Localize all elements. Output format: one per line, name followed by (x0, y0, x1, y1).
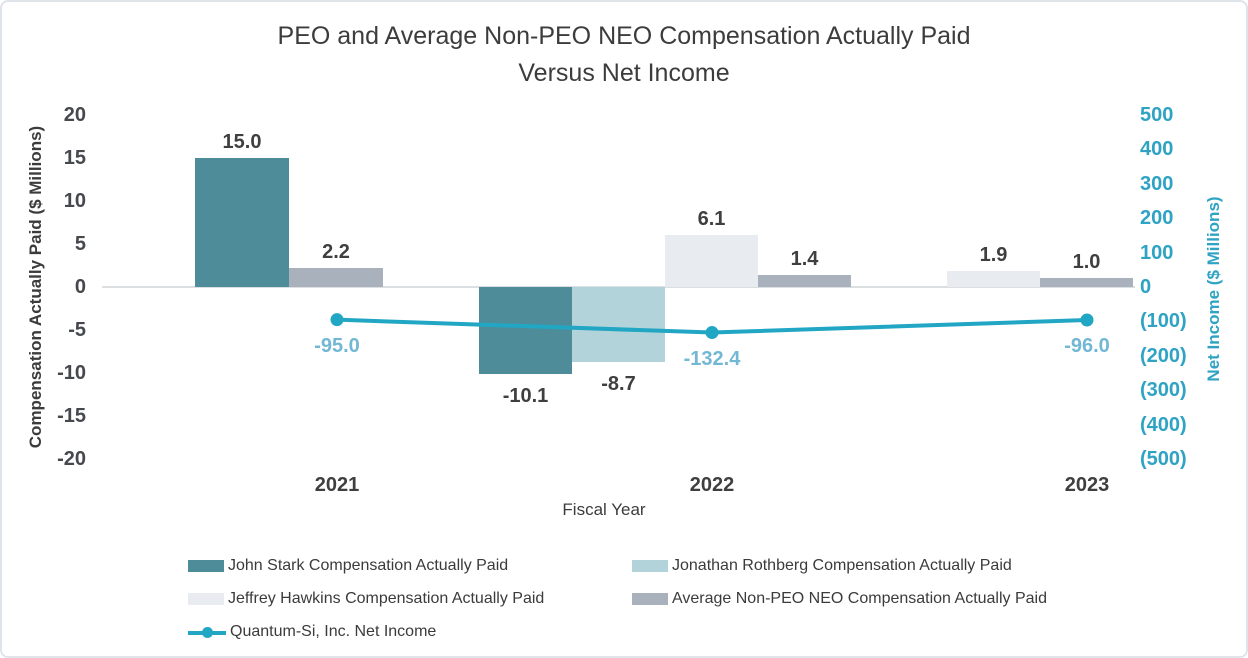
legend-label: Jeffrey Hawkins Compensation Actually Pa… (228, 590, 545, 607)
bar-value-label: 6.1 (697, 207, 726, 230)
x-tick-2022: 2022 (689, 474, 735, 496)
bar-average-non-peo-neo-compensation-actually-paid-2021 (289, 268, 383, 287)
bar-value-label: -8.7 (601, 372, 636, 395)
left-axis-tick: -10 (57, 362, 86, 384)
right-axis-tick: 100 (1140, 241, 1174, 264)
bar-jeffrey-hawkins-compensation-actually-paid-2022 (665, 234, 758, 287)
bar-value-label: 2.2 (322, 241, 350, 264)
left-axis-tick: 20 (63, 104, 86, 126)
left-axis-tick: 15 (63, 147, 86, 169)
legend-item-quantum-si-inc-net-income: Quantum-Si, Inc. Net Income (188, 622, 436, 642)
bar-value-label: 1.4 (790, 247, 819, 270)
left-axis-tick: 10 (63, 190, 86, 212)
right-axis-tick: 0 (1140, 276, 1152, 298)
legend-item-john-stark-compensation-actually-paid: John Stark Compensation Actually Paid (188, 556, 508, 576)
net-income-marker (330, 313, 344, 327)
chart-title-line2: Versus Net Income (518, 59, 730, 87)
legend-swatch-icon (632, 593, 668, 605)
right-axis-tick: (300) (1140, 379, 1187, 402)
left-axis-tick: -5 (68, 319, 86, 341)
bar-value-label: -10.1 (502, 384, 549, 407)
bar-jeffrey-hawkins-compensation-actually-paid-2023 (947, 270, 1040, 287)
legend-swatch-icon (188, 593, 224, 605)
bar-john-stark-compensation-actually-paid-2021 (195, 158, 289, 287)
left-axis-tick: -20 (57, 448, 86, 470)
right-axis-tick: 300 (1140, 172, 1174, 195)
chart-title: PEO and Average Non-PEO NEO Compensation… (2, 18, 1246, 92)
bar-average-non-peo-neo-compensation-actually-paid-2023 (1040, 278, 1133, 287)
right-axis-tick: 200 (1140, 207, 1174, 230)
legend-label: Average Non-PEO NEO Compensation Actuall… (672, 590, 1048, 607)
bar-value-label: 1.9 (979, 243, 1008, 266)
legend-line-marker-icon (188, 626, 226, 639)
right-axis-tick: 500 (1140, 104, 1174, 126)
bar-value-label: 1.0 (1072, 251, 1101, 274)
legend-swatch-icon (188, 560, 224, 572)
chart-title-line1: PEO and Average Non-PEO NEO Compensation… (277, 22, 971, 50)
x-axis-title: Fiscal Year (562, 500, 646, 519)
legend-label: John Stark Compensation Actually Paid (228, 557, 509, 574)
right-axis-tick: (400) (1140, 413, 1187, 436)
right-axis-tick: 400 (1140, 138, 1174, 161)
x-tick-2021: 2021 (314, 474, 360, 496)
left-axis-tick: 5 (74, 233, 86, 255)
bar-value-label: 15.0 (222, 131, 262, 153)
bar-john-stark-compensation-actually-paid-2022 (479, 287, 572, 374)
legend-item-jonathan-rothberg-compensation-actually-paid: Jonathan Rothberg Compensation Actually … (632, 556, 1012, 576)
left-axis-tick: -15 (57, 405, 86, 427)
line-value-label: -95.0 (314, 334, 360, 357)
right-axis-tick: (200) (1140, 344, 1187, 367)
legend-item-average-non-peo-neo-compensation-actually-paid: Average Non-PEO NEO Compensation Actuall… (632, 589, 1047, 609)
legend-label: Quantum-Si, Inc. Net Income (230, 623, 437, 640)
net-income-marker (1080, 313, 1094, 327)
legend-swatch-icon (632, 560, 668, 572)
line-value-label: -96.0 (1064, 335, 1110, 358)
legend-label: Jonathan Rothberg Compensation Actually … (672, 557, 1012, 574)
bar-average-non-peo-neo-compensation-actually-paid-2022 (758, 274, 851, 287)
right-axis-tick: (100) (1140, 310, 1187, 333)
x-tick-2023: 2023 (1064, 474, 1110, 496)
line-value-label: -132.4 (683, 347, 741, 370)
right-axis-tick: (500) (1140, 448, 1187, 470)
legend-item-jeffrey-hawkins-compensation-actually-paid: Jeffrey Hawkins Compensation Actually Pa… (188, 589, 544, 609)
left-axis-tick: 0 (74, 276, 86, 298)
net-income-marker (705, 326, 719, 340)
